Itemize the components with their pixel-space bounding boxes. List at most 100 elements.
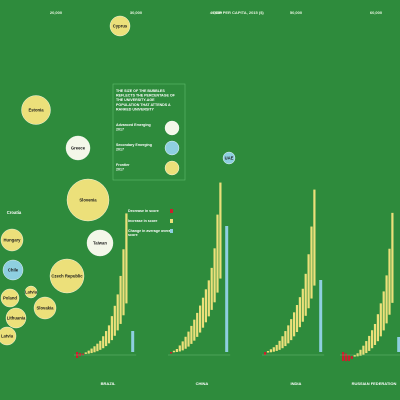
bubble <box>109 15 131 37</box>
bubble-label: Chile <box>8 267 19 272</box>
country-label: RUSSIAN FEDERATION <box>352 381 397 386</box>
bar-score-change <box>105 331 108 347</box>
bar-score-change <box>213 248 216 303</box>
bar-score-change <box>264 352 267 355</box>
bubble <box>86 229 114 257</box>
bar-score-change <box>125 213 128 304</box>
bar-score-change <box>190 325 193 344</box>
bar-layer: BRAZIL CHINA INDIA RUSSIAN FEDERATION <box>74 182 400 386</box>
x-axis: GDP PER CAPITA, 2015 ($) 20,000 30,000 40,… <box>50 10 383 15</box>
bar-score-change <box>113 305 116 336</box>
bar-overall-change <box>225 226 229 352</box>
bar-score-change <box>107 325 111 344</box>
bar-score-change <box>110 316 113 341</box>
bubble-legend-label: Advanced Emerging 2017 <box>116 123 151 132</box>
bar-score-change <box>353 355 356 357</box>
x-tick-label: 30,000 <box>130 10 143 15</box>
x-axis-label: GDP PER CAPITA, 2015 ($) <box>213 10 264 15</box>
bar-score-change <box>342 352 345 361</box>
bar-score-change <box>371 330 374 349</box>
bubble-label: Slovenia <box>79 197 97 202</box>
bar-score-change <box>99 340 102 350</box>
bubble-legend-entries: Advanced Emerging 2017 Secondary Emerging 2… <box>116 120 180 176</box>
bar-score-change <box>382 291 385 331</box>
bar-score-change <box>388 248 391 315</box>
bubble <box>33 296 57 320</box>
bar-score-change <box>373 323 377 345</box>
bar-score-change <box>301 288 304 322</box>
bubble-legend-title: THE SIZE OF THE BUBBLES REFLECTS THE PERC… <box>116 89 176 111</box>
bubble-layer: Cyprus Estonia Greece UAE Slovenia Croatia Hun… <box>0 15 236 346</box>
bar-score-change <box>284 331 287 347</box>
bar-score-change <box>210 267 213 310</box>
bubble-label: Latvia <box>25 289 38 294</box>
bubble <box>5 307 27 329</box>
bar-overall-change <box>319 280 323 352</box>
bubble <box>66 178 110 222</box>
bar-score-change <box>219 182 222 279</box>
bar-legend-label: Decrease in score <box>128 209 159 213</box>
bar-overall-change <box>397 337 400 352</box>
bubble <box>0 326 17 346</box>
bar-score-change <box>172 350 176 353</box>
bar-overall-change <box>131 331 135 352</box>
bar-score-change <box>287 325 290 344</box>
bubble <box>24 285 38 299</box>
bar-score-change <box>102 336 105 349</box>
bar-score-change <box>368 335 371 351</box>
bubble <box>2 259 24 281</box>
bar-legend-label: Increase in score <box>128 219 157 223</box>
bar-score-change <box>307 254 310 309</box>
bubble-label: Cyprus <box>113 23 128 28</box>
bar-score-change <box>313 189 316 286</box>
bubble-label: Croatia <box>7 210 22 215</box>
bar-score-change <box>281 336 284 349</box>
bar-score-change <box>81 353 84 356</box>
bar-score-change <box>290 319 293 341</box>
bubble-legend-label: Frontier 2017 <box>116 163 130 172</box>
bar-score-change <box>266 351 270 353</box>
bubble-label: UAE <box>225 155 234 160</box>
bar-score-change <box>175 349 178 352</box>
bar-score-change <box>379 303 382 337</box>
bar-score-change <box>350 356 353 360</box>
bar-score-change <box>304 273 307 316</box>
bar-score-change <box>84 352 87 354</box>
bubble-legend-swatch <box>164 160 180 176</box>
country-label: BRAZIL <box>101 381 116 386</box>
bar-score-change <box>376 314 379 342</box>
bar-score-change <box>278 340 281 350</box>
bar-score-change <box>344 353 348 362</box>
x-tick-label: 40,000 <box>210 10 223 15</box>
bar-score-change <box>170 352 173 354</box>
bubble <box>0 288 20 308</box>
bar-score-change <box>207 280 210 317</box>
bar-legend-label: Change in average overall score <box>128 229 173 237</box>
bubble-label: Greece <box>71 145 86 150</box>
bar-score-change <box>365 341 368 354</box>
bar-score-change <box>293 312 296 337</box>
bar-score-change <box>310 226 313 299</box>
bar-score-change <box>391 212 394 303</box>
bubble-label: Estonia <box>28 107 44 112</box>
bubble-legend-swatch <box>164 140 180 156</box>
bubble-label: Lithuania <box>7 315 26 320</box>
bubble <box>222 151 236 165</box>
bar-legend: Decrease in score Increase in score Change… <box>128 209 173 237</box>
bar-score-change <box>362 345 365 355</box>
bubble-label: Hungary <box>4 237 22 242</box>
x-tick-label: 50,000 <box>290 10 303 15</box>
bubble-label: Czech Republic <box>51 273 83 278</box>
bar-score-change <box>119 275 122 324</box>
x-tick-label: 60,000 <box>370 10 383 15</box>
bar-score-change <box>298 297 301 328</box>
bar-score-change <box>359 349 362 356</box>
bubble <box>21 95 51 125</box>
bubble-legend-swatch <box>164 120 180 136</box>
bar-score-change <box>178 345 181 352</box>
bubble-legend-frame <box>112 83 186 181</box>
country-label: INDIA <box>291 381 302 386</box>
bar-score-change <box>275 344 278 351</box>
bar-score-change <box>116 294 119 331</box>
